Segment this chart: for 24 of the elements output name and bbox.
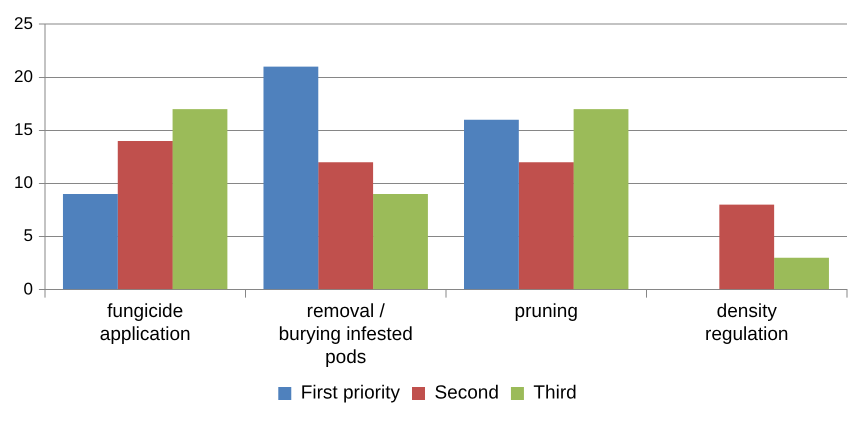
x-tick-label: pruning [514,301,578,322]
legend-label: First priority [300,382,400,404]
bar [118,140,173,290]
bar [719,204,774,290]
y-tick-label: 20 [14,66,33,86]
y-tick-label: 10 [14,173,33,192]
bar [574,109,628,290]
legend-label: Third [533,382,577,404]
y-tick-label: 25 [14,14,33,33]
bar [172,109,228,290]
bar [62,194,118,290]
legend-label: Second [434,382,499,404]
y-tick-label: 0 [23,279,33,298]
bar [373,194,428,290]
y-tick-label: 15 [14,120,33,140]
x-tick-label: density regulation [705,301,788,346]
bar [518,162,574,290]
bar [464,120,519,290]
x-tick-label: removal / burying infested pods [278,301,413,368]
x-tick-label: fungicide application [100,301,191,346]
y-tick-label: 5 [23,226,33,246]
bar [263,66,318,290]
bar [318,162,374,290]
bar [774,258,829,290]
